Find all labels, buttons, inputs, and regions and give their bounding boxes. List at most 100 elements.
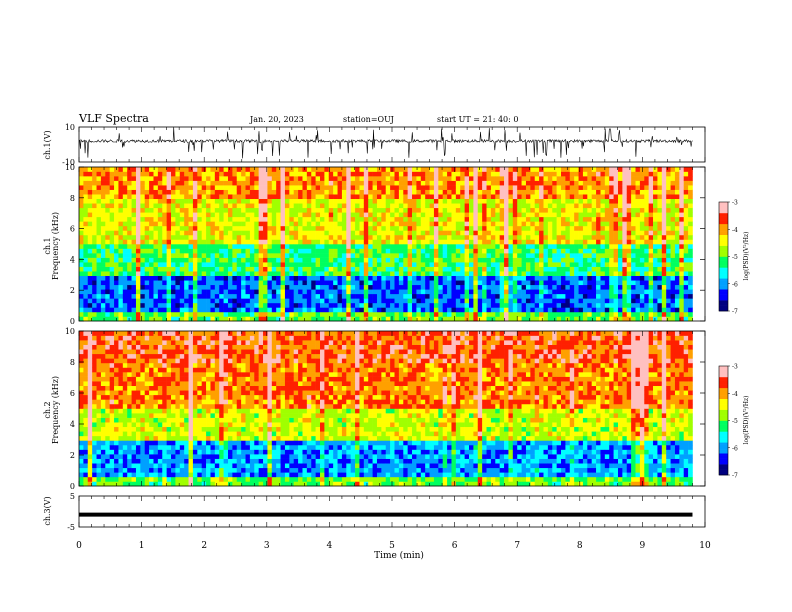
colorbar-swatch — [719, 207, 728, 210]
colorbar-swatch — [719, 292, 728, 295]
colorbar-swatch — [719, 391, 728, 394]
colorbar-swatch — [719, 240, 728, 243]
colorbar-swatch — [719, 289, 728, 292]
colorbar-swatch — [719, 212, 728, 216]
colorbar-swatch — [719, 429, 728, 432]
y-tick-label: -5 — [67, 523, 75, 532]
colorbar-swatch — [719, 431, 728, 434]
ch2-spectrogram-ylabel-line1: ch.2 — [43, 401, 52, 418]
x-tick-label: 0 — [76, 541, 82, 551]
colorbar-swatch — [719, 254, 728, 257]
colorbar-swatch — [719, 407, 728, 410]
ch1-spectrogram-panel: 0 2 4 6 8 10 — [65, 163, 706, 326]
colorbar-swatch — [719, 249, 728, 252]
ch1-waveform-ylabel: ch.1(V) — [43, 130, 52, 159]
y-tick-label: 4 — [70, 420, 75, 429]
y-tick-label: 6 — [70, 389, 75, 398]
colorbar-tick-label: -7 — [732, 473, 738, 480]
colorbar-swatch — [719, 209, 728, 212]
ch1-colorbar-label: log(PSD)(V²/Hz) — [743, 232, 750, 281]
colorbar-swatch — [719, 232, 728, 235]
ch1-waveform-panel: 10 -10 — [62, 123, 706, 167]
x-tick-label: 9 — [640, 541, 646, 551]
x-tick-label: 6 — [452, 541, 458, 551]
colorbar-swatch — [719, 467, 728, 470]
colorbar-swatch — [719, 451, 728, 454]
colorbar-swatch — [719, 229, 728, 232]
colorbar-swatch — [719, 296, 728, 299]
colorbar-swatch — [719, 398, 728, 401]
colorbar-tick-label: -3 — [732, 200, 738, 207]
colorbar-swatch — [719, 278, 728, 281]
colorbar-swatch — [719, 252, 728, 255]
colorbar-swatch — [719, 366, 728, 369]
colorbar-swatch — [719, 227, 728, 230]
colorbar-swatch — [719, 236, 728, 239]
x-tick-label: 10 — [699, 541, 711, 551]
colorbar-swatch — [719, 473, 728, 476]
y-tick-label: -10 — [62, 158, 75, 167]
colorbar-swatch — [719, 425, 728, 429]
colorbar-swatch — [719, 258, 728, 261]
colorbar-swatch — [719, 309, 728, 312]
colorbar-swatch — [719, 455, 728, 458]
colorbar-swatch — [719, 216, 728, 219]
colorbar-swatch — [719, 281, 728, 285]
colorbar-swatch — [719, 371, 728, 374]
colorbar-tick-label: -5 — [732, 418, 738, 425]
date-label: Jan. 20, 2023 — [249, 115, 304, 124]
colorbar-tick-label: -5 — [732, 254, 738, 261]
x-tick-label: 3 — [264, 541, 270, 551]
colorbar-tick-label: -4 — [732, 391, 738, 398]
x-tick-label: 2 — [201, 541, 207, 551]
colorbar-swatch — [719, 260, 728, 263]
colorbar-swatch — [719, 413, 728, 416]
colorbar-swatch — [719, 291, 728, 294]
colorbar-swatch — [719, 420, 728, 423]
colorbar-swatch — [719, 375, 728, 378]
ch3-waveform-ylabel: ch.3(V) — [43, 496, 52, 525]
colorbar-tick-label: -6 — [732, 281, 738, 288]
colorbar-swatch — [719, 378, 728, 381]
colorbar-swatch — [719, 218, 728, 221]
colorbar-swatch — [719, 283, 728, 286]
colorbar-swatch — [719, 393, 728, 396]
ch2-colorbar: -3 -4 -5 -6 -7 — [718, 364, 738, 480]
y-tick-label: 10 — [65, 327, 75, 336]
station-label: station=OUJ — [343, 115, 394, 124]
colorbar-swatch — [719, 301, 728, 305]
colorbar-swatch — [719, 433, 728, 436]
colorbar-swatch — [719, 465, 728, 469]
colorbar-swatch — [719, 271, 728, 274]
colorbar-swatch — [719, 438, 728, 441]
colorbar-swatch — [719, 263, 728, 266]
colorbar-swatch — [719, 422, 728, 425]
ch1-waveform-line — [78, 127, 693, 159]
colorbar-swatch — [719, 415, 728, 418]
x-tick-label: 5 — [389, 541, 395, 551]
x-axis: 0 1 2 3 4 5 6 7 8 9 10 — [76, 541, 711, 551]
colorbar-swatch — [719, 376, 728, 380]
colorbar-tick-label: -6 — [732, 445, 738, 452]
colorbar-swatch — [719, 305, 728, 308]
y-tick-label: 4 — [70, 255, 75, 264]
colorbar-swatch — [719, 245, 728, 248]
start-ut-label: start UT = 21: 40: 0 — [437, 115, 518, 124]
colorbar-swatch — [719, 243, 728, 246]
spectrogram-cells — [79, 167, 693, 322]
colorbar-swatch — [719, 287, 728, 290]
ch2-colorbar-label: log(PSD)(V²/Hz) — [743, 396, 750, 445]
x-tick-label: 7 — [514, 541, 520, 551]
figure-title: VLF Spectra — [78, 112, 149, 125]
colorbar-swatch — [719, 387, 728, 390]
colorbar-swatch — [719, 416, 728, 419]
colorbar-swatch — [719, 202, 728, 205]
colorbar-swatch — [719, 402, 728, 405]
colorbar-swatch — [719, 440, 728, 443]
y-tick-label: 8 — [70, 358, 75, 367]
colorbar-swatch — [719, 385, 728, 389]
colorbar-swatch — [719, 435, 728, 438]
colorbar-swatch — [719, 395, 728, 398]
colorbar-swatch — [719, 269, 728, 272]
